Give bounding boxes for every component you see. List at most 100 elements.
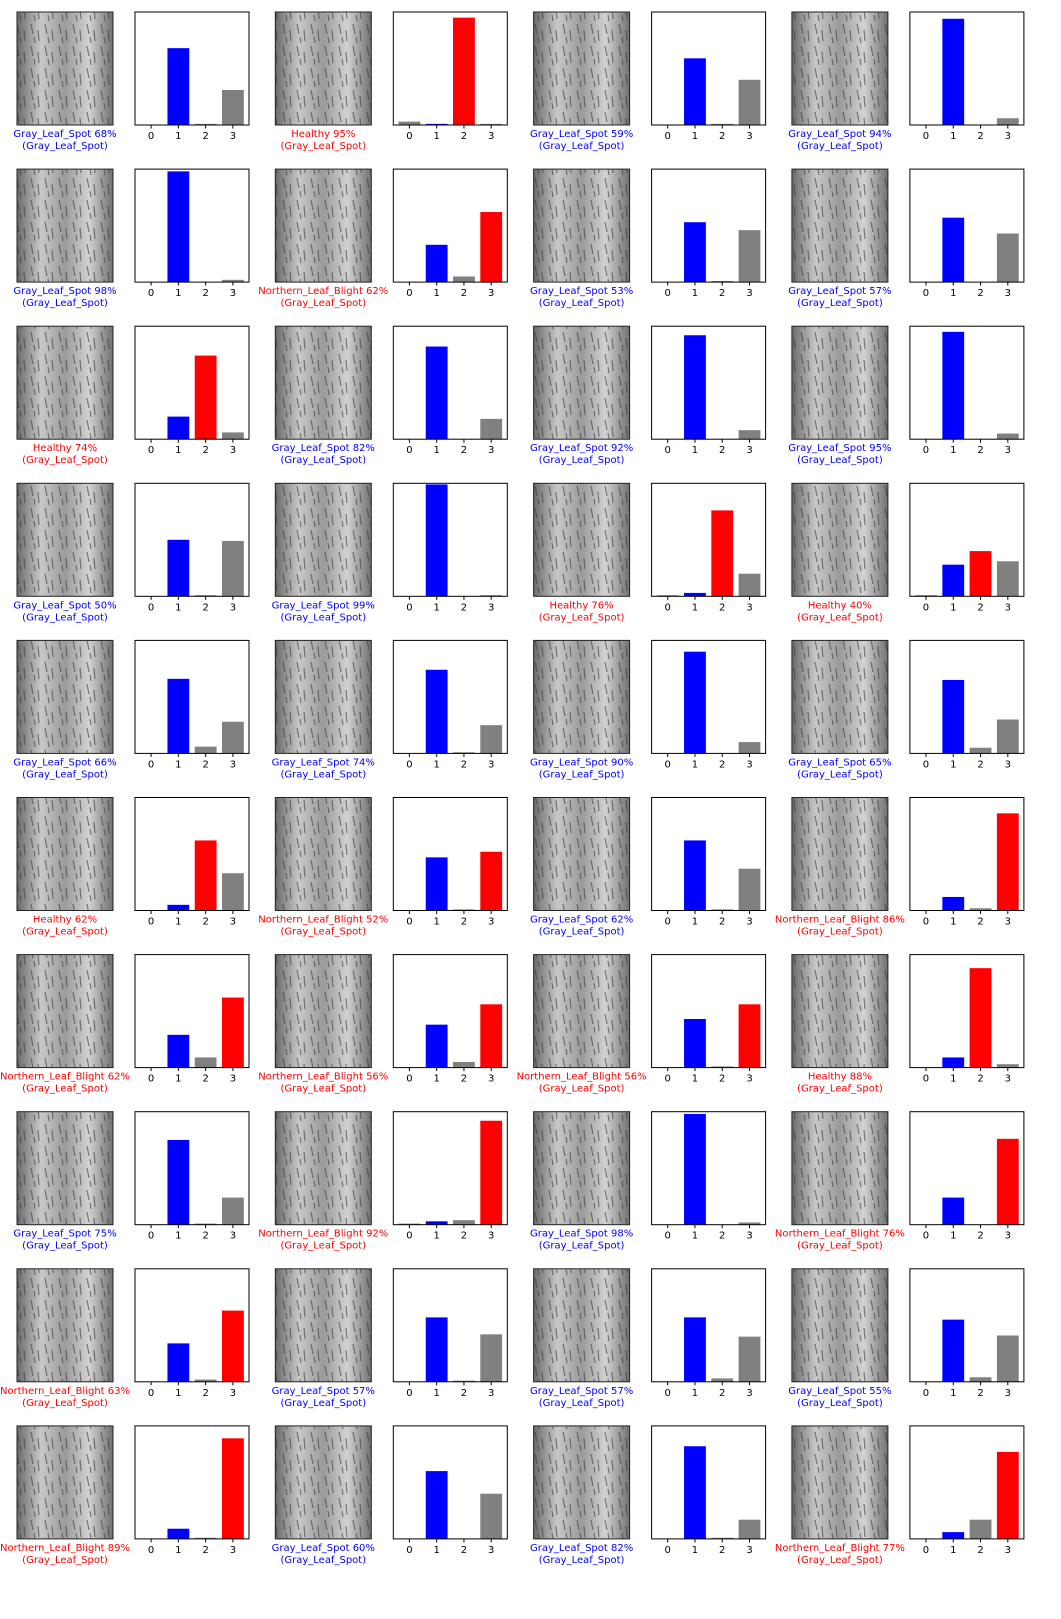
prediction-label: Gray_Leaf_Spot 82% <box>530 1543 633 1554</box>
x-tick-label: 2 <box>977 1388 983 1399</box>
true-label: (Gray_Leaf_Spot) <box>22 455 108 466</box>
bar <box>222 997 244 1068</box>
prediction-label: Northern_Leaf_Blight 63% <box>0 1386 130 1397</box>
true-label: (Gray_Leaf_Spot) <box>280 1241 366 1252</box>
bar <box>711 123 734 125</box>
prediction-label: Northern_Leaf_Blight 77% <box>775 1543 905 1554</box>
x-tick-label: 2 <box>719 759 725 770</box>
bar <box>167 904 190 911</box>
axes-frame <box>651 1425 767 1540</box>
x-tick-label: 2 <box>461 445 467 456</box>
x-tick-label: 1 <box>692 1074 698 1085</box>
axes-frame <box>134 325 250 440</box>
x-tick-label: 0 <box>148 1074 154 1085</box>
x-tick-label: 3 <box>488 759 494 770</box>
x-tick-label: 2 <box>202 917 208 928</box>
x-tick-label: 0 <box>406 602 412 613</box>
x-tick-label: 2 <box>461 759 467 770</box>
bar <box>453 276 475 283</box>
axes-frame <box>134 797 250 911</box>
bar <box>480 595 503 597</box>
axes-frame <box>134 639 250 754</box>
leaf-texture <box>275 12 372 125</box>
axes-frame <box>651 168 767 283</box>
x-tick-label: 0 <box>923 602 929 613</box>
bar <box>480 1120 503 1225</box>
x-tick-label: 2 <box>202 131 208 142</box>
x-tick-label: 0 <box>923 1388 929 1399</box>
true-label: (Gray_Leaf_Spot) <box>539 1084 625 1095</box>
bar <box>996 118 1019 125</box>
bar <box>480 1004 503 1068</box>
x-tick-label: 2 <box>461 1231 467 1242</box>
prediction-label: Gray_Leaf_Spot 59% <box>530 129 633 140</box>
true-label: (Gray_Leaf_Spot) <box>539 455 625 466</box>
leaf-texture <box>17 483 113 597</box>
true-label: (Gray_Leaf_Spot) <box>539 1555 625 1566</box>
x-tick-label: 2 <box>977 131 983 142</box>
x-tick-label: 0 <box>148 445 154 456</box>
true-label: (Gray_Leaf_Spot) <box>539 298 625 309</box>
x-tick-label: 0 <box>665 131 671 142</box>
x-tick-label: 1 <box>692 1231 698 1242</box>
bar <box>194 355 217 440</box>
x-tick-label: 1 <box>692 602 698 613</box>
x-tick-label: 2 <box>977 288 983 299</box>
axes-frame <box>651 11 767 126</box>
axes-frame <box>651 482 767 597</box>
prediction-label: Gray_Leaf_Spot 50% <box>13 600 116 611</box>
axes-frame <box>392 482 508 597</box>
x-tick-label: 3 <box>488 288 494 299</box>
x-tick-label: 3 <box>488 1231 494 1242</box>
x-tick-label: 3 <box>746 288 752 299</box>
x-tick-label: 3 <box>746 759 752 770</box>
bar <box>738 573 761 597</box>
bar <box>425 244 448 283</box>
bar <box>969 747 992 754</box>
bar <box>996 1451 1019 1539</box>
bar <box>194 1057 217 1068</box>
x-tick-label: 0 <box>665 1074 671 1085</box>
bar <box>738 430 761 440</box>
x-tick-label: 1 <box>433 445 439 456</box>
x-tick-label: 3 <box>746 445 752 456</box>
bar <box>684 222 706 283</box>
true-label: (Gray_Leaf_Spot) <box>280 927 366 938</box>
bar <box>942 896 965 911</box>
x-tick-label: 0 <box>665 602 671 613</box>
bar <box>684 1317 706 1382</box>
x-tick-label: 2 <box>461 1388 467 1399</box>
true-label: (Gray_Leaf_Spot) <box>797 1555 883 1566</box>
prediction-label: Northern_Leaf_Blight 56% <box>258 1072 388 1083</box>
axes-frame <box>909 11 1025 126</box>
prediction-label: Northern_Leaf_Blight 92% <box>258 1229 388 1240</box>
x-tick-label: 1 <box>433 917 439 928</box>
x-tick-label: 0 <box>148 602 154 613</box>
bar <box>167 1034 190 1068</box>
bar <box>480 212 503 283</box>
x-tick-label: 1 <box>433 1545 439 1556</box>
bar <box>684 651 706 754</box>
x-tick-label: 1 <box>950 1545 956 1556</box>
true-label: (Gray_Leaf_Spot) <box>280 1398 366 1409</box>
bar <box>398 1223 421 1225</box>
x-tick-label: 3 <box>488 445 494 456</box>
leaf-texture <box>275 1268 372 1382</box>
prediction-label: Gray_Leaf_Spot 82% <box>272 443 375 454</box>
x-tick-label: 2 <box>202 602 208 613</box>
x-tick-label: 3 <box>1005 1074 1011 1085</box>
bar <box>194 746 217 754</box>
prediction-label: Gray_Leaf_Spot 92% <box>530 443 633 454</box>
axes-frame <box>134 1425 250 1540</box>
leaf-texture <box>17 797 113 911</box>
x-tick-label: 2 <box>977 445 983 456</box>
x-tick-label: 2 <box>461 1074 467 1085</box>
bar <box>942 679 965 754</box>
bar <box>222 873 244 911</box>
x-tick-label: 1 <box>692 131 698 142</box>
bar <box>222 1197 244 1225</box>
axes-frame <box>651 639 767 754</box>
axes-frame <box>392 1425 508 1540</box>
x-tick-label: 1 <box>175 1231 181 1242</box>
x-tick-label: 0 <box>148 288 154 299</box>
